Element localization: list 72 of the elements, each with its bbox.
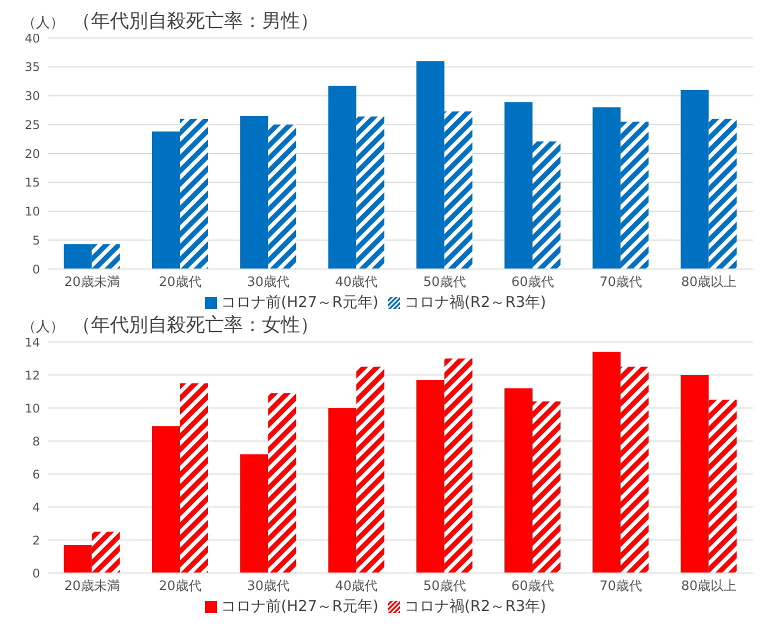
bar	[356, 116, 384, 269]
bar	[444, 111, 472, 269]
y-axis-title: （人）	[22, 14, 64, 32]
bar	[152, 426, 180, 573]
y-tick-label: 14	[24, 335, 40, 350]
y-tick-label: 10	[24, 204, 40, 219]
y-tick-label: 4	[32, 500, 40, 514]
bar	[416, 61, 444, 269]
y-tick-label: 35	[24, 60, 40, 74]
chart-title: （年代別自殺死亡率：男性）	[72, 9, 319, 34]
bar	[680, 375, 709, 573]
bar	[268, 393, 296, 573]
bar	[92, 244, 120, 269]
bar	[532, 141, 560, 269]
bar	[444, 358, 472, 573]
y-tick-label: 5	[32, 233, 40, 248]
x-tick-label: 60歳代	[511, 579, 554, 594]
bar	[64, 544, 92, 573]
bar	[268, 124, 296, 269]
bar	[240, 454, 268, 573]
x-tick-label: 60歳代	[511, 275, 554, 290]
x-tick-label: 30歳代	[247, 579, 290, 594]
x-tick-label: 20歳代	[158, 275, 202, 290]
bar	[180, 118, 208, 269]
x-tick-label: 20歳未満	[64, 275, 120, 290]
x-tick-label: 40歳代	[335, 275, 378, 290]
y-tick-label: 10	[24, 401, 40, 416]
x-tick-label: 70歳代	[600, 275, 642, 290]
x-tick-label: 70歳代	[600, 579, 642, 594]
y-tick-label: 8	[32, 434, 40, 448]
legend-label: コロナ禍(R2～R3年)	[404, 597, 546, 615]
bar	[64, 244, 92, 269]
bar	[240, 116, 268, 269]
x-tick-label: 20歳代	[158, 579, 202, 594]
bar	[504, 102, 532, 269]
y-axis-title: （人）	[22, 318, 64, 336]
x-tick-label: 50歳代	[423, 579, 466, 594]
x-tick-label: 40歳代	[335, 579, 378, 594]
x-tick-label: 80歳以上	[681, 275, 737, 290]
legend-label: コロナ禍(R2～R3年)	[404, 293, 546, 311]
bar	[592, 352, 621, 573]
x-tick-label: 20歳未満	[64, 579, 120, 594]
y-tick-label: 6	[32, 467, 40, 482]
bar	[180, 383, 208, 573]
bar	[152, 132, 180, 269]
bar	[328, 408, 356, 573]
bar	[416, 380, 444, 573]
x-tick-label: 50歳代	[423, 275, 466, 290]
bar	[592, 107, 621, 269]
bar	[92, 532, 120, 573]
y-tick-label: 15	[24, 176, 40, 190]
y-tick-label: 12	[24, 368, 40, 382]
y-tick-label: 30	[24, 89, 40, 104]
bar	[532, 401, 560, 573]
x-tick-label: 80歳以上	[681, 579, 737, 594]
bar	[708, 400, 737, 573]
bar	[328, 86, 356, 269]
chart-title: （年代別自殺死亡率：女性）	[72, 313, 319, 338]
bar	[504, 388, 532, 573]
y-tick-label: 25	[24, 118, 40, 132]
bar	[680, 90, 709, 269]
y-tick-label: 0	[32, 262, 40, 276]
bar	[708, 118, 737, 269]
legend-label: コロナ前(H27～R元年)	[220, 597, 378, 615]
y-tick-label: 2	[32, 533, 40, 548]
y-tick-label: 0	[32, 566, 40, 580]
y-tick-label: 20	[24, 146, 40, 161]
x-tick-label: 30歳代	[247, 275, 290, 290]
bar	[620, 122, 649, 269]
bar	[620, 366, 649, 573]
legend-label: コロナ前(H27～R元年)	[220, 293, 378, 311]
bar	[356, 366, 384, 573]
